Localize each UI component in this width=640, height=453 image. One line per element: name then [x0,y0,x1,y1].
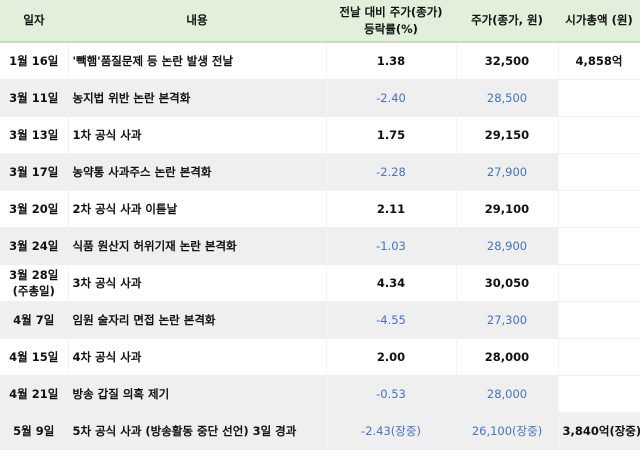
date-text: 3월 28일 [9,268,59,282]
change-cell: -2.43(장중) [326,412,457,450]
table-row: 3월 11일 농지법 위반 논란 본격화 -2.40 28,500 [0,79,640,117]
date-cell: 4월 7일 [0,301,69,339]
table-row: 3월 24일 식품 원산지 허위기재 논란 본격화 -1.03 28,900 [0,227,640,265]
market-cap-cell [558,153,640,191]
header-row: 일자 내용 전날 대비 주가(종가) 등락률(%) 주가(종가, 원) 시가총액 … [0,0,640,43]
header-market-cap: 시가총액 (원) [558,0,640,43]
change-cell: 2.00 [326,338,457,376]
date-text: 4월 7일 [13,313,55,327]
content-cell: 4차 공식 사과 [68,338,327,376]
date-cell: 3월 11일 [0,79,69,117]
content-cell: 3차 공식 사과 [68,264,327,302]
date-cell: 4월 15일 [0,338,69,376]
market-cap-cell [558,301,640,339]
date-cell: 3월 24일 [0,227,69,265]
change-cell: 4.34 [326,264,457,302]
header-content: 내용 [68,0,326,43]
date-text: 4월 15일 [9,350,59,364]
market-cap-cell [558,190,640,228]
date-cell: 3월 13일 [0,116,69,154]
date-text: 1월 16일 [9,54,59,68]
table-row: 5월 9일 5차 공식 사과 (방송활동 중단 선언) 3일 경과 -2.43(장중… [0,412,640,450]
content-cell: 임원 술자리 면접 논란 본격화 [68,301,327,339]
change-cell: 1.75 [326,116,457,154]
change-cell: -2.40 [326,79,457,117]
market-cap-cell [558,338,640,376]
price-cell: 28,500 [456,79,559,117]
header-price: 주가(종가, 원) [456,0,558,43]
market-cap-cell [558,116,640,154]
header-change-line1: 전날 대비 주가(종가) [339,4,443,19]
date-text: 3월 17일 [9,165,59,179]
table-row: 4월 7일 임원 술자리 면접 논란 본격화 -4.55 27,300 [0,301,640,339]
price-cell: 29,150 [456,116,559,154]
table-row: 4월 21일 방송 갑질 의혹 제기 -0.53 28,000 [0,375,640,413]
content-cell: 2차 공식 사과 이튿날 [68,190,327,228]
price-cell: 29,100 [456,190,559,228]
price-cell: 32,500 [456,42,559,80]
market-cap-cell: 4,858억 [558,42,640,80]
content-cell: 방송 갑질 의혹 제기 [68,375,327,413]
date-cell: 3월 17일 [0,153,69,191]
date-cell: 3월 20일 [0,190,69,228]
price-cell: 26,100(장중) [456,412,559,450]
content-cell: '빽햄'품질문제 등 논란 발생 전날 [68,42,327,80]
table-row: 3월 20일 2차 공식 사과 이튿날 2.11 29,100 [0,190,640,228]
date-text: 4월 21일 [9,387,59,401]
table-row: 3월 28일 (주총일) 3차 공식 사과 4.34 30,050 [0,264,640,302]
date-text: 3월 24일 [9,239,59,253]
price-cell: 27,300 [456,301,559,339]
change-cell: -1.03 [326,227,457,265]
market-cap-cell [558,375,640,413]
change-cell: 1.38 [326,42,457,80]
date-cell: 4월 21일 [0,375,69,413]
market-cap-cell [558,227,640,265]
date-text: 3월 13일 [9,128,59,142]
header-date: 일자 [0,0,68,43]
date-note: (주총일) [12,284,55,298]
content-cell: 1차 공식 사과 [68,116,327,154]
price-cell: 28,000 [456,338,559,376]
date-cell: 3월 28일 (주총일) [0,264,69,302]
table-row: 4월 15일 4차 공식 사과 2.00 28,000 [0,338,640,376]
date-cell: 5월 9일 [0,412,69,450]
content-cell: 식품 원산지 허위기재 논란 본격화 [68,227,327,265]
content-cell: 5차 공식 사과 (방송활동 중단 선언) 3일 경과 [68,412,327,450]
content-cell: 농지법 위반 논란 본격화 [68,79,327,117]
header-change-line2: 등락률(%) [364,21,418,36]
market-cap-cell [558,79,640,117]
price-cell: 30,050 [456,264,559,302]
market-cap-cell [558,264,640,302]
date-text: 3월 11일 [9,91,59,105]
date-text: 3월 20일 [9,202,59,216]
date-text: 5월 9일 [13,424,55,438]
price-cell: 28,900 [456,227,559,265]
price-cell: 28,000 [456,375,559,413]
header-change: 전날 대비 주가(종가) 등락률(%) [326,0,456,43]
date-cell: 1월 16일 [0,42,69,80]
change-cell: -0.53 [326,375,457,413]
table-row: 1월 16일 '빽햄'품질문제 등 논란 발생 전날 1.38 32,500 4,858… [0,42,640,80]
change-cell: -2.28 [326,153,457,191]
table-row: 3월 17일 농약통 사과주스 논란 본격화 -2.28 27,900 [0,153,640,191]
market-cap-cell: 3,840억(장중) [558,412,640,450]
change-cell: 2.11 [326,190,457,228]
content-cell: 농약통 사과주스 논란 본격화 [68,153,327,191]
price-cell: 27,900 [456,153,559,191]
table-row: 3월 13일 1차 공식 사과 1.75 29,150 [0,116,640,154]
change-cell: -4.55 [326,301,457,339]
